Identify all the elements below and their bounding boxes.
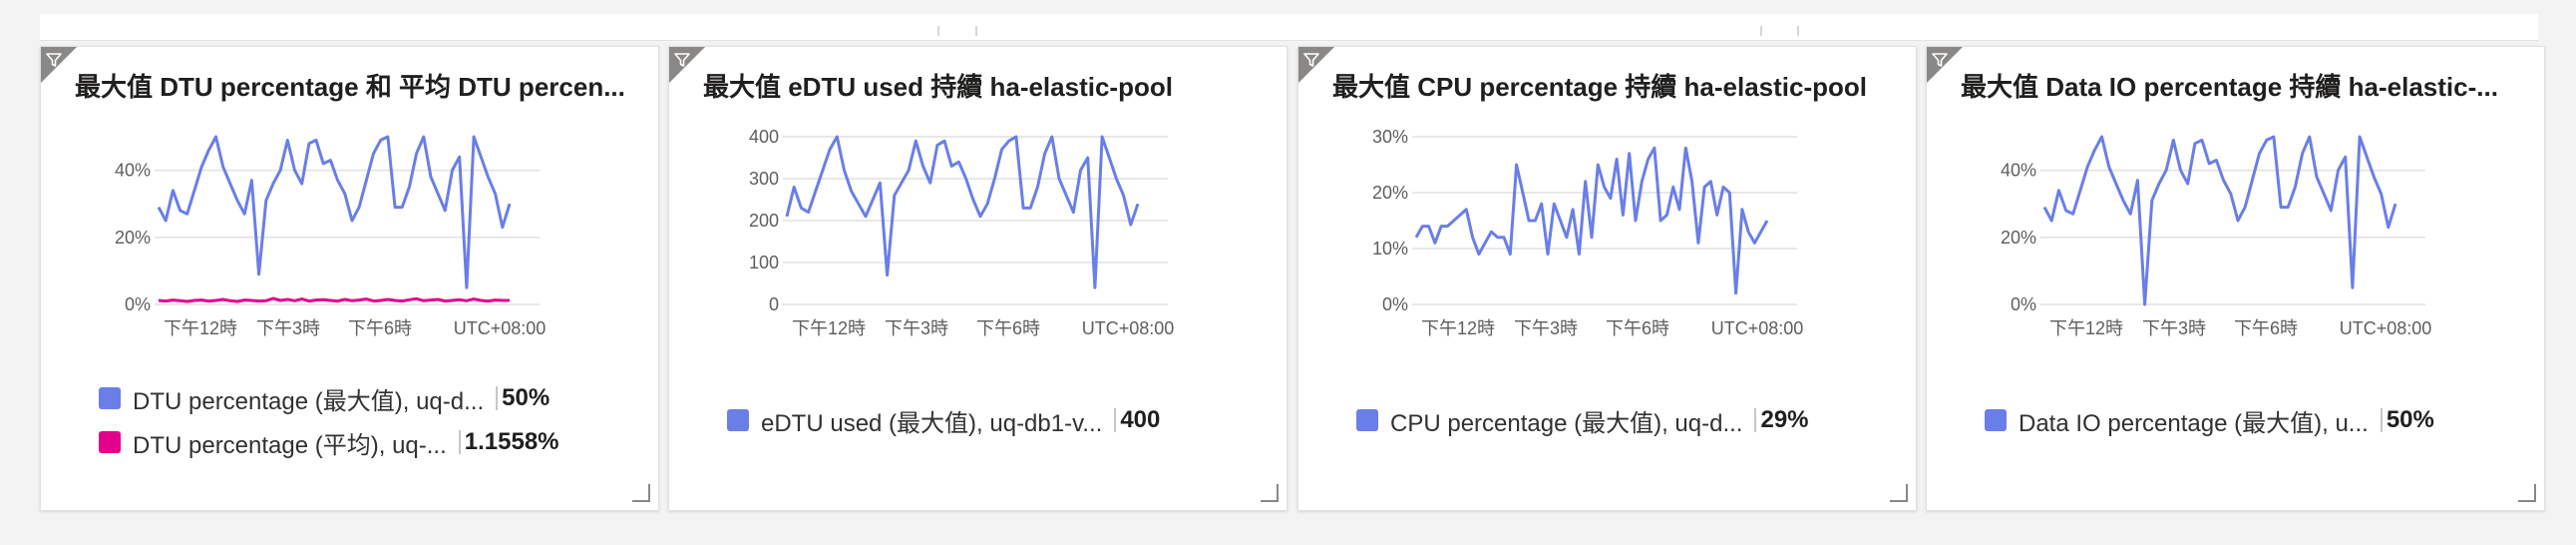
resize-handle[interactable] (1890, 484, 1908, 502)
y-tick-label: 400 (749, 127, 779, 147)
dashboard-top-strip (40, 14, 2538, 41)
filter-icon[interactable] (44, 50, 64, 70)
tile-title[interactable]: 最大值 DTU percentage 和 平均 DTU percen... (75, 72, 625, 102)
x-tick-label: 下午3時 (885, 318, 948, 338)
tile-title[interactable]: 最大值 Data IO percentage 持續 ha-elastic-... (1961, 72, 2498, 102)
series-line (785, 135, 1140, 289)
chart-tile[interactable]: 最大值 eDTU used 持續 ha-elastic-pool 0 100 200… (668, 46, 1288, 511)
resize-handle[interactable] (2518, 484, 2536, 502)
filter-corner (1927, 47, 1963, 83)
x-tick-label: 下午12時 (164, 318, 237, 338)
line-chart: 0% 10% 20% 30% 下午12時 下午3時 下午6時 UTC+08:00 (1372, 127, 1804, 338)
chart-tile[interactable]: 最大值 Data IO percentage 持續 ha-elastic-...… (1926, 46, 2545, 511)
filter-icon[interactable] (1930, 50, 1950, 70)
line-chart: 0% 20% 40% 下午12時 下午3時 下午6時 UTC+08:00 (115, 135, 547, 338)
legend-divider (496, 386, 499, 410)
x-tick-label: 下午12時 (792, 318, 866, 338)
series-line (158, 296, 510, 303)
y-tick-label: 20% (115, 228, 151, 248)
timezone-label: UTC+08:00 (2340, 318, 2432, 338)
timezone-label: UTC+08:00 (1711, 318, 1804, 338)
x-tick-label: 下午6時 (1606, 318, 1669, 338)
filter-icon[interactable] (672, 50, 692, 70)
line-chart: 0 100 200 300 400 下午12時 下午3時 下午6時 UTC+08:00 (749, 127, 1175, 338)
legend-swatch (727, 409, 749, 431)
legend-swatch (99, 387, 121, 409)
top-strip-divider (1760, 26, 1762, 36)
line-chart: 0% 20% 40% 下午12時 下午3時 下午6時 UTC+08:00 (2001, 135, 2432, 338)
legend-swatch (1356, 409, 1378, 431)
tile-title[interactable]: 最大值 eDTU used 持續 ha-elastic-pool (703, 72, 1173, 102)
legend-label: DTU percentage (平均), uq-... (133, 431, 447, 459)
top-strip-divider (1797, 26, 1799, 36)
y-tick-label: 0% (125, 294, 151, 314)
y-tick-label: 200 (749, 211, 779, 231)
filter-corner (41, 47, 77, 83)
x-tick-label: 下午3時 (1514, 318, 1578, 338)
chart-legend: eDTU used (最大值), uq-db1-v... 400 (727, 398, 1160, 442)
series-line (157, 135, 512, 289)
y-tick-label: 0% (2011, 294, 2036, 314)
resize-handle[interactable] (1261, 484, 1279, 502)
chart-legend: DTU percentage (最大值), uq-d... 50% DTU pe… (99, 376, 559, 464)
y-tick-label: 300 (749, 169, 779, 189)
legend-label: Data IO percentage (最大值), u... (2019, 409, 2369, 437)
legend-divider (1754, 408, 1757, 432)
x-tick-label: 下午12時 (2049, 318, 2123, 338)
legend-label: CPU percentage (最大值), uq-d... (1390, 409, 1743, 437)
legend-item[interactable]: Data IO percentage (最大值), u... 50% (1985, 398, 2434, 442)
top-strip-divider (937, 26, 939, 36)
y-tick-label: 20% (2001, 228, 2036, 248)
legend-item[interactable]: DTU percentage (最大值), uq-d... 50% (99, 376, 559, 420)
series-line (2042, 135, 2397, 306)
y-tick-label: 0 (769, 294, 779, 314)
x-tick-label: 下午6時 (2234, 318, 2298, 338)
chart-legend: CPU percentage (最大值), uq-d... 29% (1356, 398, 1809, 442)
legend-divider (2380, 408, 2383, 432)
x-tick-label: 下午6時 (976, 318, 1040, 338)
y-tick-label: 10% (1372, 239, 1408, 259)
series-line (1414, 146, 1769, 295)
timezone-label: UTC+08:00 (454, 318, 547, 338)
chart-legend: Data IO percentage (最大值), u... 50% (1985, 398, 2434, 442)
x-tick-label: 下午3時 (2142, 318, 2206, 338)
legend-swatch (1985, 409, 2007, 431)
legend-value: 1.1558% (464, 428, 559, 455)
chart-tile[interactable]: 最大值 CPU percentage 持續 ha-elastic-pool 0%… (1297, 46, 1917, 511)
legend-divider (458, 430, 461, 454)
legend-value: 400 (1120, 406, 1161, 433)
legend-label: DTU percentage (最大值), uq-d... (133, 387, 485, 415)
legend-item[interactable]: CPU percentage (最大值), uq-d... 29% (1356, 398, 1809, 442)
legend-value: 50% (2386, 406, 2434, 433)
legend-divider (1114, 408, 1117, 432)
y-tick-label: 40% (2001, 161, 2036, 181)
x-tick-label: 下午3時 (256, 318, 320, 338)
x-tick-label: 下午12時 (1421, 318, 1495, 338)
top-strip-divider (975, 26, 977, 36)
legend-item[interactable]: eDTU used (最大值), uq-db1-v... 400 (727, 398, 1160, 442)
y-tick-label: 0% (1382, 294, 1408, 314)
filter-icon[interactable] (1301, 50, 1321, 70)
y-tick-label: 20% (1372, 183, 1408, 203)
legend-swatch (99, 431, 121, 453)
legend-label: eDTU used (最大值), uq-db1-v... (761, 409, 1103, 437)
y-tick-label: 30% (1372, 127, 1408, 147)
x-tick-label: 下午6時 (348, 318, 412, 338)
timezone-label: UTC+08:00 (1082, 318, 1175, 338)
y-tick-label: 40% (115, 161, 151, 181)
legend-item[interactable]: DTU percentage (平均), uq-... 1.1558% (99, 420, 559, 464)
filter-corner (1298, 47, 1334, 83)
chart-tile[interactable]: 最大值 DTU percentage 和 平均 DTU percen... 0%… (40, 46, 659, 511)
tile-title[interactable]: 最大值 CPU percentage 持續 ha-elastic-pool (1332, 72, 1867, 102)
y-tick-label: 100 (749, 253, 779, 272)
legend-value: 29% (1760, 406, 1809, 433)
legend-value: 50% (502, 384, 551, 411)
filter-corner (669, 47, 705, 83)
resize-handle[interactable] (632, 484, 650, 502)
